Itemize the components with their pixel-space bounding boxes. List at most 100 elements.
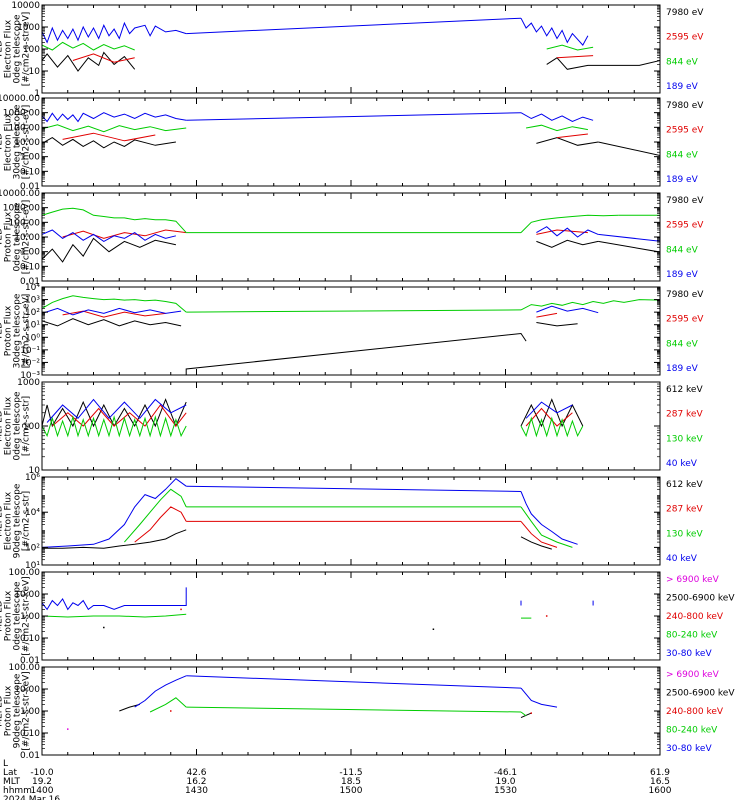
series-point bbox=[103, 626, 105, 629]
legend-entry: 189 eV bbox=[666, 364, 699, 374]
x-ticks bbox=[41, 572, 661, 660]
series-2-4 bbox=[42, 112, 750, 123]
series-line bbox=[149, 697, 187, 713]
series-point bbox=[530, 712, 532, 714]
series-4-3 bbox=[42, 295, 660, 313]
legend-entry: > 6900 keV bbox=[666, 575, 720, 585]
legend-entry: 7980 eV bbox=[666, 290, 704, 300]
series-line bbox=[46, 398, 187, 423]
y-tick-label: 10⁻² bbox=[20, 358, 40, 368]
series-point bbox=[180, 608, 182, 611]
series-2-3 bbox=[42, 124, 588, 133]
y-tick-label: 10¹ bbox=[25, 321, 40, 331]
series-7-2 bbox=[103, 626, 435, 630]
x-row-value: -10.0 bbox=[30, 768, 54, 778]
x-ticks bbox=[41, 287, 661, 375]
legend-entry: 30-80 keV bbox=[666, 649, 712, 659]
y-tick-label: 1.00 bbox=[20, 248, 40, 258]
series-6-1 bbox=[42, 529, 660, 550]
panel-frame bbox=[41, 97, 661, 187]
series-line bbox=[536, 305, 599, 314]
series-line bbox=[665, 113, 750, 120]
series-8-4 bbox=[149, 697, 660, 717]
y-tick-label: 100 bbox=[23, 45, 40, 55]
x-row-value: 1500 bbox=[340, 786, 363, 796]
series-line bbox=[42, 207, 187, 233]
series-line bbox=[520, 416, 584, 438]
x-row-label: hhmm bbox=[3, 786, 32, 796]
x-row-value: -46.1 bbox=[494, 768, 517, 778]
legend-entry: 130 keV bbox=[666, 434, 703, 444]
x-row-value: 16.5 bbox=[650, 777, 670, 787]
legend-entry: 189 eV bbox=[666, 175, 699, 185]
series-7-5 bbox=[42, 587, 594, 611]
series-3-3 bbox=[42, 207, 660, 234]
x-row-value: 1400 bbox=[31, 786, 54, 796]
y-tick-label: 10² bbox=[25, 543, 40, 553]
legend-entry: 40 keV bbox=[666, 459, 698, 469]
panel-frame bbox=[41, 4, 661, 94]
series-line bbox=[665, 238, 686, 244]
series-point bbox=[67, 728, 69, 730]
series-line bbox=[520, 17, 589, 46]
legend-entry: 7980 eV bbox=[666, 101, 704, 111]
y-tick-label: 0.01 bbox=[20, 751, 40, 761]
series-line bbox=[62, 310, 166, 318]
x-row-value: 18.5 bbox=[341, 777, 361, 787]
legend-entry: 844 eV bbox=[666, 150, 699, 160]
series-1-4 bbox=[42, 17, 589, 46]
y-axis-label: MEPEDElectron Flux0deg telescope[#/cm2-s… bbox=[0, 391, 32, 461]
series-line bbox=[42, 415, 187, 438]
series-line bbox=[520, 299, 660, 311]
series-line bbox=[186, 485, 522, 492]
series-5-4 bbox=[46, 398, 573, 423]
legend-entry: 2595 eV bbox=[666, 33, 704, 43]
series-6-2 bbox=[134, 506, 660, 548]
legend-entry: 2595 eV bbox=[666, 315, 704, 325]
series-8-1 bbox=[67, 728, 69, 730]
series-line bbox=[536, 239, 599, 248]
panel-frame bbox=[41, 571, 661, 661]
legend-entry: 80-240 keV bbox=[666, 726, 718, 736]
y-tick-label: 1.00 bbox=[20, 707, 40, 717]
series-line bbox=[185, 332, 527, 375]
x-row-value: 1600 bbox=[649, 786, 672, 796]
series-line bbox=[42, 613, 187, 618]
series-line bbox=[598, 240, 660, 253]
series-line bbox=[526, 124, 588, 132]
legend-entry: 2500-6900 keV bbox=[666, 689, 735, 699]
series-line bbox=[546, 44, 594, 51]
series-8-5 bbox=[134, 675, 660, 708]
legend-entry: 40 keV bbox=[666, 554, 698, 564]
y-tick-label: 10.00 bbox=[14, 685, 40, 695]
series-line bbox=[536, 312, 558, 318]
panel-frame bbox=[41, 666, 661, 756]
legend-entry: 240-800 keV bbox=[666, 612, 724, 622]
legend-entry: 80-240 keV bbox=[666, 631, 718, 641]
y-tick-label: 1000.00 bbox=[3, 204, 40, 214]
series-line bbox=[186, 309, 522, 313]
legend-entry: 189 eV bbox=[666, 82, 699, 92]
y-tick-label: 1000 bbox=[17, 378, 40, 388]
series-point bbox=[170, 710, 172, 712]
series-line bbox=[186, 675, 522, 689]
series-7-3 bbox=[180, 608, 548, 617]
series-line bbox=[72, 53, 135, 63]
series-line bbox=[546, 57, 660, 70]
series-line bbox=[556, 133, 588, 139]
legend-entry: 844 eV bbox=[666, 245, 699, 255]
x-row-value: 61.9 bbox=[650, 768, 670, 778]
y-tick-label: 10⁴ bbox=[25, 508, 40, 518]
y-tick-label: 0.01 bbox=[20, 182, 40, 192]
series-6-4 bbox=[42, 478, 660, 548]
panel-3: 0.01 0.10 1.00 10.00 100.00 1000.00 10000.00TE… bbox=[0, 189, 704, 287]
series-line bbox=[124, 488, 187, 543]
series-line bbox=[520, 711, 527, 717]
series-line bbox=[42, 318, 182, 327]
